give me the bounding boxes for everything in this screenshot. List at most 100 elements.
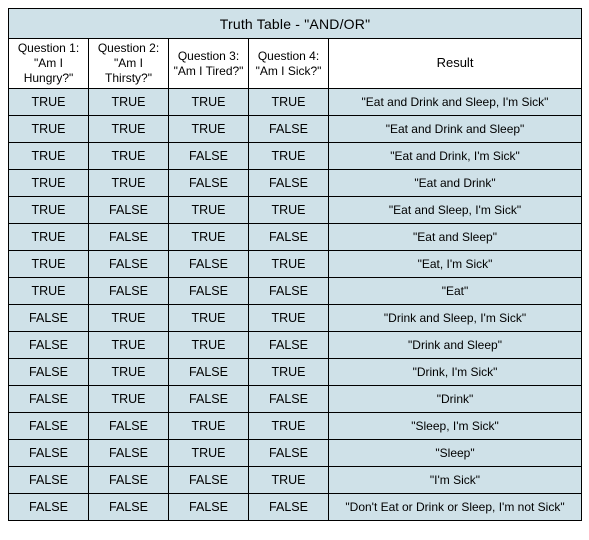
truth-table: Truth Table - "AND/OR" Question 1: "Am I…: [8, 8, 582, 521]
table-row: FALSETRUEFALSETRUE"Drink, I'm Sick": [9, 359, 582, 386]
table-row: FALSETRUETRUEFALSE"Drink and Sleep": [9, 332, 582, 359]
cell-q4: TRUE: [249, 143, 329, 170]
cell-result: "Drink and Sleep, I'm Sick": [329, 305, 582, 332]
cell-q4: TRUE: [249, 305, 329, 332]
cell-q1: TRUE: [9, 89, 89, 116]
col-header-q1-line2: "Am I Hungry?": [12, 56, 85, 86]
cell-q2: TRUE: [89, 170, 169, 197]
col-header-q2-line1: Question 2:: [92, 41, 165, 56]
cell-q1: FALSE: [9, 332, 89, 359]
cell-q2: FALSE: [89, 467, 169, 494]
cell-q1: FALSE: [9, 386, 89, 413]
cell-q4: TRUE: [249, 89, 329, 116]
table-row: TRUETRUEFALSETRUE"Eat and Drink, I'm Sic…: [9, 143, 582, 170]
truth-table-container: Truth Table - "AND/OR" Question 1: "Am I…: [8, 8, 581, 521]
table-row: FALSETRUETRUETRUE"Drink and Sleep, I'm S…: [9, 305, 582, 332]
cell-q2: TRUE: [89, 305, 169, 332]
cell-q1: TRUE: [9, 116, 89, 143]
cell-q1: TRUE: [9, 197, 89, 224]
cell-q3: TRUE: [169, 116, 249, 143]
table-row: TRUEFALSEFALSETRUE"Eat, I'm Sick": [9, 251, 582, 278]
cell-result: "I'm Sick": [329, 467, 582, 494]
col-header-q1: Question 1: "Am I Hungry?": [9, 39, 89, 89]
cell-q3: FALSE: [169, 251, 249, 278]
cell-q3: TRUE: [169, 332, 249, 359]
table-row: FALSEFALSEFALSEFALSE"Don't Eat or Drink …: [9, 494, 582, 521]
cell-q1: FALSE: [9, 305, 89, 332]
table-row: FALSEFALSETRUETRUE"Sleep, I'm Sick": [9, 413, 582, 440]
cell-q1: FALSE: [9, 413, 89, 440]
cell-result: "Don't Eat or Drink or Sleep, I'm not Si…: [329, 494, 582, 521]
cell-q4: TRUE: [249, 197, 329, 224]
cell-q1: FALSE: [9, 494, 89, 521]
cell-result: "Eat and Drink and Sleep, I'm Sick": [329, 89, 582, 116]
cell-q4: FALSE: [249, 440, 329, 467]
cell-q2: FALSE: [89, 251, 169, 278]
col-header-q2: Question 2: "Am I Thirsty?": [89, 39, 169, 89]
cell-q2: TRUE: [89, 116, 169, 143]
table-row: TRUEFALSETRUETRUE"Eat and Sleep, I'm Sic…: [9, 197, 582, 224]
cell-result: "Eat and Drink": [329, 170, 582, 197]
col-header-q1-line1: Question 1:: [12, 41, 85, 56]
cell-q4: FALSE: [249, 224, 329, 251]
cell-q4: TRUE: [249, 413, 329, 440]
cell-result: "Drink": [329, 386, 582, 413]
cell-q4: TRUE: [249, 251, 329, 278]
cell-result: "Eat": [329, 278, 582, 305]
cell-q4: FALSE: [249, 170, 329, 197]
table-row: TRUEFALSEFALSEFALSE"Eat": [9, 278, 582, 305]
col-header-q4-line2: "Am I Sick?": [252, 64, 325, 79]
table-row: TRUETRUEFALSEFALSE"Eat and Drink": [9, 170, 582, 197]
cell-q1: FALSE: [9, 467, 89, 494]
cell-q3: TRUE: [169, 197, 249, 224]
table-row: FALSETRUEFALSEFALSE"Drink": [9, 386, 582, 413]
table-title: Truth Table - "AND/OR": [9, 9, 582, 39]
cell-q3: TRUE: [169, 440, 249, 467]
cell-q4: TRUE: [249, 467, 329, 494]
col-header-result: Result: [329, 39, 582, 89]
table-row: TRUETRUETRUETRUE"Eat and Drink and Sleep…: [9, 89, 582, 116]
cell-q1: FALSE: [9, 359, 89, 386]
cell-result: "Eat and Drink and Sleep": [329, 116, 582, 143]
cell-result: "Eat and Drink, I'm Sick": [329, 143, 582, 170]
cell-result: "Eat and Sleep": [329, 224, 582, 251]
cell-q3: FALSE: [169, 143, 249, 170]
table-row: TRUEFALSETRUEFALSE"Eat and Sleep": [9, 224, 582, 251]
cell-q2: FALSE: [89, 494, 169, 521]
cell-result: "Eat and Sleep, I'm Sick": [329, 197, 582, 224]
cell-q1: TRUE: [9, 251, 89, 278]
cell-q2: FALSE: [89, 278, 169, 305]
cell-result: "Drink and Sleep": [329, 332, 582, 359]
col-header-result-label: Result: [437, 55, 474, 70]
cell-result: "Sleep, I'm Sick": [329, 413, 582, 440]
col-header-q3-line2: "Am I Tired?": [172, 64, 245, 79]
cell-q4: FALSE: [249, 332, 329, 359]
cell-q3: TRUE: [169, 89, 249, 116]
cell-result: "Sleep": [329, 440, 582, 467]
col-header-q3-line1: Question 3:: [172, 49, 245, 64]
cell-q2: TRUE: [89, 89, 169, 116]
cell-q2: TRUE: [89, 143, 169, 170]
cell-q3: FALSE: [169, 494, 249, 521]
cell-q2: TRUE: [89, 386, 169, 413]
cell-q4: FALSE: [249, 494, 329, 521]
cell-q3: FALSE: [169, 359, 249, 386]
cell-q3: FALSE: [169, 170, 249, 197]
cell-q3: FALSE: [169, 278, 249, 305]
cell-q1: FALSE: [9, 440, 89, 467]
table-row: FALSEFALSETRUEFALSE"Sleep": [9, 440, 582, 467]
col-header-q4: Question 4: "Am I Sick?": [249, 39, 329, 89]
cell-q4: FALSE: [249, 386, 329, 413]
cell-q2: FALSE: [89, 440, 169, 467]
cell-q2: FALSE: [89, 413, 169, 440]
title-row: Truth Table - "AND/OR": [9, 9, 582, 39]
table-row: FALSEFALSEFALSETRUE"I'm Sick": [9, 467, 582, 494]
header-row: Question 1: "Am I Hungry?" Question 2: "…: [9, 39, 582, 89]
cell-q4: FALSE: [249, 278, 329, 305]
cell-q2: TRUE: [89, 359, 169, 386]
cell-q3: TRUE: [169, 413, 249, 440]
cell-q4: TRUE: [249, 359, 329, 386]
cell-q1: TRUE: [9, 224, 89, 251]
cell-q3: TRUE: [169, 224, 249, 251]
cell-q4: FALSE: [249, 116, 329, 143]
